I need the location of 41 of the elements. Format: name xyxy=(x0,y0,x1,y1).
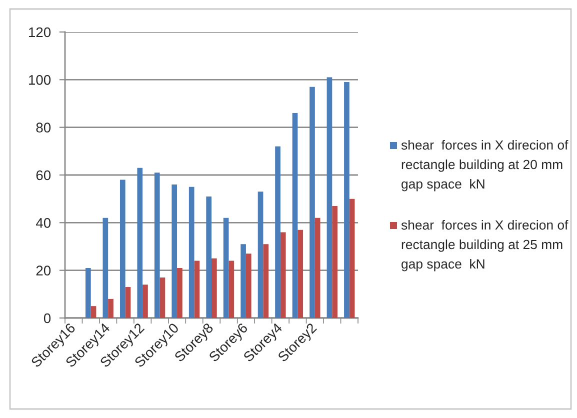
bar xyxy=(246,254,252,318)
bar xyxy=(108,298,114,318)
bar xyxy=(212,258,217,318)
bar xyxy=(263,244,269,318)
bar xyxy=(332,206,338,318)
legend-label: shear forces in X direcion of rectangle building at 20 mm gap space kN xyxy=(401,140,568,192)
bar xyxy=(240,244,246,318)
bar xyxy=(177,268,182,318)
bar xyxy=(102,218,108,318)
bar xyxy=(298,230,304,318)
y-tick-label: 120 xyxy=(29,27,51,38)
bar xyxy=(125,287,131,318)
bar xyxy=(120,180,126,318)
bar xyxy=(142,284,148,318)
bar xyxy=(223,218,229,318)
bar xyxy=(258,192,264,318)
bar xyxy=(326,77,332,318)
bar xyxy=(194,260,200,318)
bar xyxy=(137,168,143,318)
y-tick-label: 20 xyxy=(36,266,51,276)
bar xyxy=(188,186,194,318)
y-tick-label: 60 xyxy=(36,170,51,180)
bar xyxy=(280,232,286,318)
bar xyxy=(206,196,212,318)
bar xyxy=(275,146,280,318)
bar xyxy=(86,268,91,318)
bar xyxy=(292,113,298,318)
bar xyxy=(349,198,355,318)
y-tick-label: 40 xyxy=(36,218,51,228)
bar xyxy=(90,306,96,318)
bar xyxy=(310,86,315,318)
bar xyxy=(160,277,166,318)
bar xyxy=(154,172,160,318)
y-tick-label: 0 xyxy=(44,313,51,324)
bar xyxy=(172,184,178,318)
bar xyxy=(314,218,320,318)
bar xyxy=(344,82,350,318)
y-tick-label: 100 xyxy=(29,75,51,85)
bar xyxy=(228,260,234,318)
y-tick-label: 80 xyxy=(36,122,51,133)
legend-label: shear forces in X direcion of rectangle building at 25 mm gap space kN xyxy=(401,220,568,272)
